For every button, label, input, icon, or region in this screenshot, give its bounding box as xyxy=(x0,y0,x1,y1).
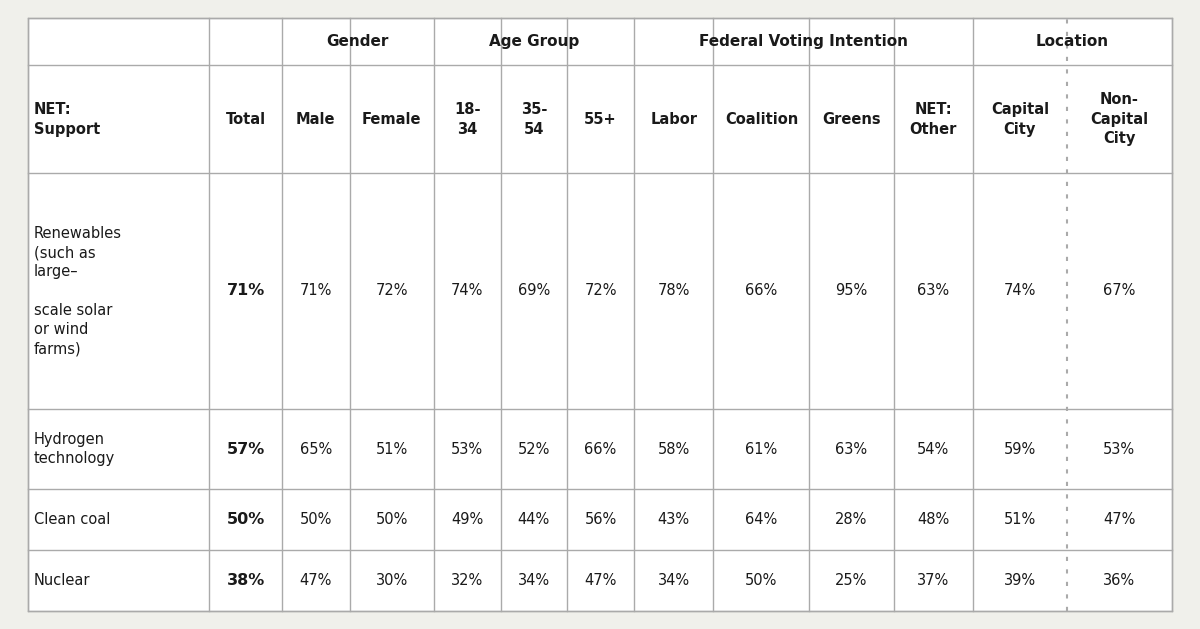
Text: Non-
Capital
City: Non- Capital City xyxy=(1091,92,1148,147)
Text: 47%: 47% xyxy=(584,573,617,588)
Text: 59%: 59% xyxy=(1004,442,1036,457)
Text: 66%: 66% xyxy=(584,442,617,457)
Text: Location: Location xyxy=(1036,34,1109,49)
Text: Capital
City: Capital City xyxy=(991,102,1049,136)
Text: Greens: Greens xyxy=(822,111,881,126)
Text: 50%: 50% xyxy=(300,512,332,527)
Text: 37%: 37% xyxy=(917,573,949,588)
Text: 53%: 53% xyxy=(451,442,484,457)
Text: 63%: 63% xyxy=(835,442,868,457)
Text: 71%: 71% xyxy=(300,284,332,298)
Text: Federal Voting Intention: Federal Voting Intention xyxy=(700,34,908,49)
Text: 36%: 36% xyxy=(1103,573,1135,588)
Text: 56%: 56% xyxy=(584,512,617,527)
Text: 69%: 69% xyxy=(517,284,550,298)
Text: Gender: Gender xyxy=(326,34,389,49)
Text: 66%: 66% xyxy=(745,284,778,298)
Text: 34%: 34% xyxy=(658,573,690,588)
Text: 61%: 61% xyxy=(745,442,778,457)
Text: Hydrogen
technology: Hydrogen technology xyxy=(34,432,115,466)
Text: 47%: 47% xyxy=(300,573,332,588)
Text: 64%: 64% xyxy=(745,512,778,527)
Text: 25%: 25% xyxy=(835,573,868,588)
Text: 74%: 74% xyxy=(451,284,484,298)
Text: 47%: 47% xyxy=(1103,512,1135,527)
Text: 51%: 51% xyxy=(1004,512,1036,527)
Text: 54%: 54% xyxy=(917,442,949,457)
Text: 53%: 53% xyxy=(1103,442,1135,457)
Text: NET:
Support: NET: Support xyxy=(34,102,101,136)
Text: Coalition: Coalition xyxy=(725,111,798,126)
Text: 72%: 72% xyxy=(584,284,617,298)
Text: 39%: 39% xyxy=(1004,573,1036,588)
Text: 44%: 44% xyxy=(517,512,550,527)
Text: Renewables
(such as
large–

scale solar
or wind
farms): Renewables (such as large– scale solar o… xyxy=(34,226,122,356)
Text: 18-
34: 18- 34 xyxy=(454,102,480,136)
Text: 38%: 38% xyxy=(227,573,265,588)
Text: Female: Female xyxy=(362,111,421,126)
Text: 28%: 28% xyxy=(835,512,868,527)
Text: 49%: 49% xyxy=(451,512,484,527)
Text: Clean coal: Clean coal xyxy=(34,512,110,527)
Text: 43%: 43% xyxy=(658,512,690,527)
Text: Labor: Labor xyxy=(650,111,697,126)
Text: 50%: 50% xyxy=(376,512,408,527)
Text: 30%: 30% xyxy=(376,573,408,588)
Text: 78%: 78% xyxy=(658,284,690,298)
Text: 35-
54: 35- 54 xyxy=(521,102,547,136)
Text: 32%: 32% xyxy=(451,573,484,588)
Text: Nuclear: Nuclear xyxy=(34,573,90,588)
Text: 52%: 52% xyxy=(517,442,550,457)
Text: 72%: 72% xyxy=(376,284,408,298)
Text: 63%: 63% xyxy=(917,284,949,298)
Text: 65%: 65% xyxy=(300,442,332,457)
Text: Total: Total xyxy=(226,111,265,126)
Text: 57%: 57% xyxy=(227,442,265,457)
Text: 58%: 58% xyxy=(658,442,690,457)
Text: 51%: 51% xyxy=(376,442,408,457)
Text: 50%: 50% xyxy=(227,512,265,527)
Text: 50%: 50% xyxy=(745,573,778,588)
Text: 95%: 95% xyxy=(835,284,868,298)
Text: Age Group: Age Group xyxy=(488,34,580,49)
Text: Male: Male xyxy=(296,111,336,126)
Text: 34%: 34% xyxy=(518,573,550,588)
Text: NET:
Other: NET: Other xyxy=(910,102,958,136)
Text: 74%: 74% xyxy=(1003,284,1036,298)
Text: 67%: 67% xyxy=(1103,284,1135,298)
Text: 48%: 48% xyxy=(917,512,949,527)
Text: 55+: 55+ xyxy=(584,111,617,126)
Text: 71%: 71% xyxy=(227,284,265,298)
